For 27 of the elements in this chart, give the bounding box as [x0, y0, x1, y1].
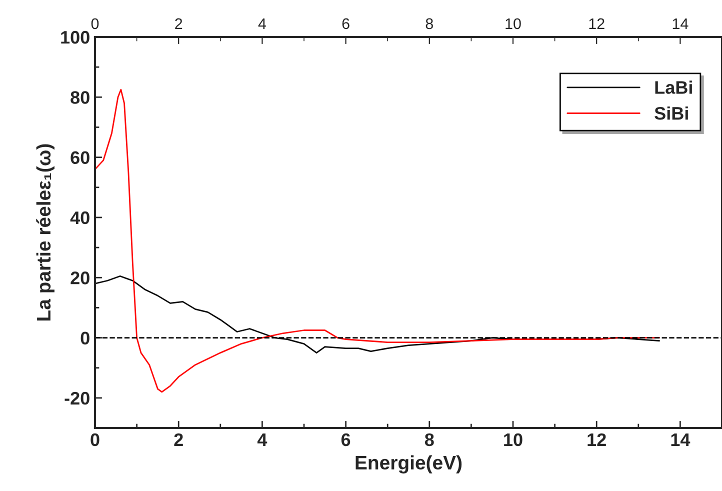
x-tick-label: 12 — [588, 433, 606, 446]
x2-tick-label: 2 — [175, 18, 182, 29]
x2-tick-label: 0 — [91, 18, 99, 30]
legend-label: SiBi — [654, 106, 688, 120]
x-tick-label: 8 — [424, 433, 434, 446]
x2-tick-label: 10 — [506, 18, 521, 30]
x2-tick-label: 6 — [342, 18, 350, 30]
y-tick-label: 0 — [80, 332, 90, 344]
x2-tick-label: 14 — [672, 18, 688, 29]
legend-label: LaBi — [655, 80, 692, 94]
y-tick-label: 60 — [70, 151, 90, 164]
y-tick-label: 40 — [70, 211, 90, 224]
x-tick-label: 4 — [257, 434, 268, 446]
y-axis-title: La partie réeleε₁(ω) — [36, 144, 54, 320]
x-tick-label: 6 — [341, 433, 350, 446]
y-tick-label: 20 — [70, 272, 90, 284]
y-tick-label: 100 — [61, 30, 90, 44]
x-tick-label: 2 — [174, 433, 183, 446]
x2-tick-label: 4 — [258, 18, 266, 29]
x2-tick-label: 8 — [426, 18, 433, 30]
x-tick-label: 0 — [90, 433, 100, 446]
x-axis-title: Energie(eV) — [356, 455, 462, 474]
x2-tick-label: 12 — [589, 18, 604, 29]
y-tick-label: -20 — [64, 392, 90, 405]
x-tick-label: 10 — [504, 433, 522, 446]
x-tick-label: 14 — [671, 434, 690, 446]
y-tick-label: 80 — [70, 91, 90, 104]
